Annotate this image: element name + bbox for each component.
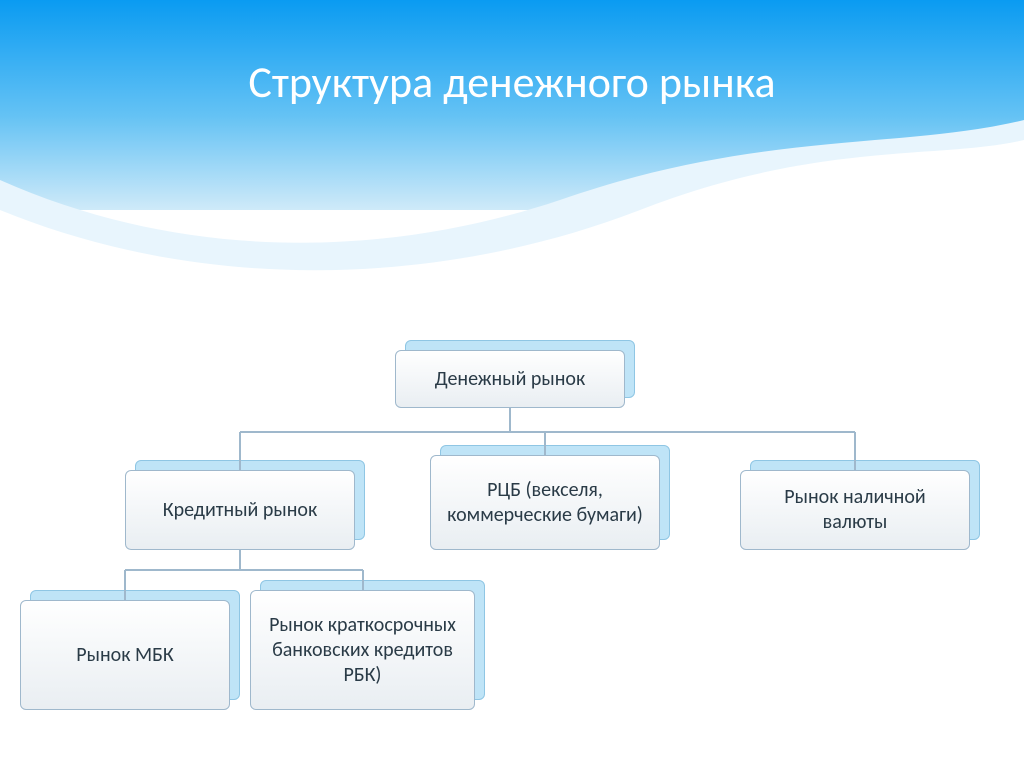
node-label: Рынок наличной валюты <box>751 485 959 535</box>
node-label: РЦБ (векселя, коммерческие бумаги) <box>441 478 649 528</box>
node-label: Денежный рынок <box>435 367 586 392</box>
connector <box>362 570 364 590</box>
node-label: Рынок краткосрочных банковских кредитов … <box>261 613 464 688</box>
node-box: Денежный рынок <box>395 350 625 408</box>
connector <box>509 408 511 432</box>
node-box: Рынок наличной валюты <box>740 470 970 550</box>
connector <box>854 432 856 471</box>
node-n11: Рынок МБК <box>20 590 240 710</box>
node-box: Рынок краткосрочных банковских кредитов … <box>250 590 475 710</box>
connector <box>544 432 546 456</box>
node-root: Денежный рынок <box>395 340 635 408</box>
connector <box>239 550 241 570</box>
connector <box>125 569 363 571</box>
node-n2: РЦБ (векселя, коммерческие бумаги) <box>430 445 670 550</box>
connector <box>239 432 241 471</box>
node-box: РЦБ (векселя, коммерческие бумаги) <box>430 455 660 550</box>
node-box: Кредитный рынок <box>125 470 355 550</box>
node-n12: Рынок краткосрочных банковских кредитов … <box>250 580 485 710</box>
org-chart: Денежный рынок Кредитный рынок РЦБ (вексел… <box>0 0 1024 768</box>
node-label: Рынок МБК <box>76 643 173 668</box>
node-n1: Кредитный рынок <box>125 460 365 550</box>
connector <box>124 570 126 600</box>
node-label: Кредитный рынок <box>163 498 317 523</box>
node-n3: Рынок наличной валюты <box>740 460 980 550</box>
node-box: Рынок МБК <box>20 600 230 710</box>
connector <box>240 431 855 433</box>
